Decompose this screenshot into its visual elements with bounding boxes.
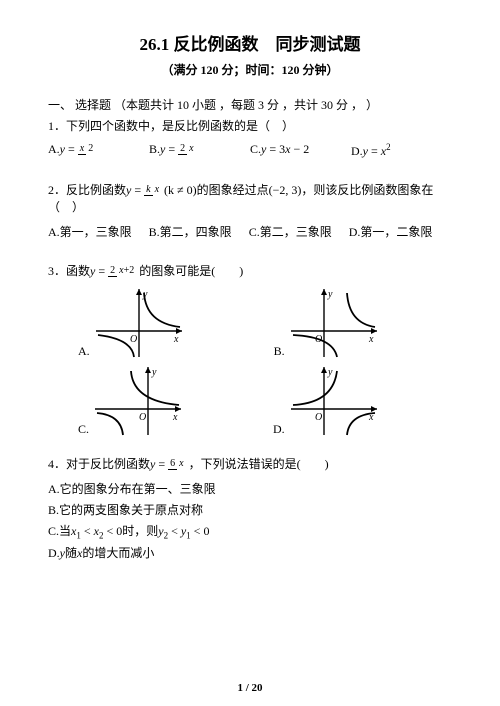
- q3-text: 3．函数y = 2x+2 的图象可能是( ): [48, 262, 452, 279]
- q1-b-label: B.: [149, 142, 160, 156]
- q2-opt-b: B.第二，四象限: [149, 223, 232, 240]
- q2-prefix: 2．反比例函数: [48, 183, 126, 197]
- svg-text:x: x: [173, 334, 179, 345]
- q4-suffix: ，下列说法错误的是( ): [189, 457, 329, 471]
- page-title: 26.1 反比例函数 同步测试题: [48, 30, 452, 55]
- q3-graph-c: y x O: [93, 365, 183, 437]
- q2-opt-d: D.第一，二象限: [349, 223, 433, 240]
- q1-opt-b: B.y = 2x: [149, 142, 250, 159]
- q3-graphs-row2: C. y x O D. y x: [48, 365, 452, 437]
- q1-opt-a: A.y = x2: [48, 142, 149, 159]
- q3-graph-d: y x O: [289, 365, 379, 437]
- q1-d-label: D.: [351, 144, 363, 158]
- svg-text:O: O: [130, 334, 137, 345]
- q2-opt-c: C.第二，三象限: [249, 223, 332, 240]
- svg-text:O: O: [315, 412, 322, 423]
- svg-text:x: x: [172, 412, 178, 423]
- q4-prefix: 4．对于反比例函数: [48, 457, 150, 471]
- q1-c-label: C.: [250, 142, 261, 156]
- svg-text:x: x: [368, 334, 374, 345]
- page-footer: 1 / 20: [0, 682, 500, 694]
- q3-graph-b: y x O: [289, 287, 379, 359]
- svg-text:y: y: [327, 289, 333, 300]
- q1-options: A.y = x2 B.y = 2x C.y = 3x − 2 D.y = x2: [48, 142, 452, 159]
- q1-a-label: A.: [48, 142, 60, 156]
- q3-prefix: 3．函数: [48, 264, 90, 278]
- q3-label-d: D.: [273, 422, 285, 437]
- svg-text:O: O: [139, 412, 146, 423]
- q4-text: 4．对于反比例函数y = 6x ，下列说法错误的是( ): [48, 455, 452, 472]
- page-subtitle: （满分 120 分；时间：120 分钟）: [48, 61, 452, 78]
- svg-text:y: y: [327, 367, 333, 378]
- q4-opt-b: B.它的两支图象关于原点对称: [48, 501, 452, 518]
- q2-options: A.第一，三象限 B.第二，四象限 C.第二，三象限 D.第一，二象限: [48, 223, 452, 240]
- q3-label-a: A.: [78, 344, 90, 359]
- q1-text: 1．下列四个函数中，是反比例函数的是（ ）: [48, 117, 452, 134]
- q2-text: 2．反比例函数y = kx (k ≠ 0)的图象经过点(−2, 3)，则该反比例…: [48, 181, 452, 215]
- q4-options: A.它的图象分布在第一、三象限 B.它的两支图象关于原点对称 C.当x1 < x…: [48, 480, 452, 561]
- section-header: 一、 选择题 （本题共计 10 小题 ，每题 3 分 ，共计 30 分 ， ）: [48, 96, 452, 113]
- q4-opt-c: C.当x1 < x2 < 0时，则y2 < y1 < 0: [48, 522, 452, 540]
- q4-opt-a: A.它的图象分布在第一、三象限: [48, 480, 452, 497]
- q1-opt-c: C.y = 3x − 2: [250, 142, 351, 159]
- svg-text:y: y: [151, 367, 157, 378]
- q3-graphs-row1: A. y x O B. y x: [48, 287, 452, 359]
- q4-opt-d: D.y随x的增大而减小: [48, 544, 452, 561]
- q3-suffix: 的图象可能是( ): [139, 264, 243, 278]
- q3-label-c: C.: [78, 422, 89, 437]
- q1-opt-d: D.y = x2: [351, 142, 452, 159]
- q3-graph-a: y x O: [94, 287, 184, 359]
- q3-label-b: B.: [274, 344, 285, 359]
- q2-opt-a: A.第一，三象限: [48, 223, 132, 240]
